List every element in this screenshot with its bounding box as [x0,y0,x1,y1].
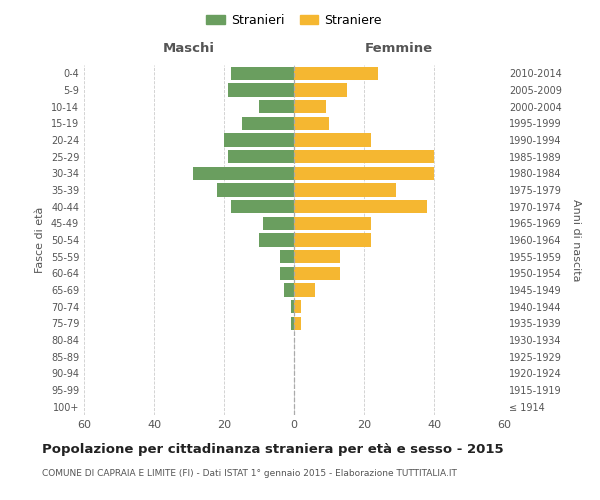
Text: Femmine: Femmine [365,42,433,55]
Bar [294,234,371,246]
Text: COMUNE DI CAPRAIA E LIMITE (FI) - Dati ISTAT 1° gennaio 2015 - Elaborazione TUTT: COMUNE DI CAPRAIA E LIMITE (FI) - Dati I… [42,469,457,478]
Bar [231,66,294,80]
Bar [294,100,325,114]
Bar [241,116,294,130]
Bar [294,116,329,130]
Bar [294,184,395,196]
Bar [294,200,427,213]
Bar [294,300,301,314]
Bar [294,134,371,146]
Bar [193,166,294,180]
Bar [294,284,315,296]
Bar [227,150,294,164]
Y-axis label: Fasce di età: Fasce di età [35,207,45,273]
Bar [231,200,294,213]
Bar [294,166,434,180]
Text: Maschi: Maschi [163,42,215,55]
Bar [284,284,294,296]
Bar [294,66,378,80]
Bar [259,100,294,114]
Bar [294,316,301,330]
Bar [227,84,294,96]
Bar [290,316,294,330]
Bar [290,300,294,314]
Bar [259,234,294,246]
Bar [294,216,371,230]
Bar [294,150,434,164]
Bar [294,266,340,280]
Bar [294,84,347,96]
Bar [280,266,294,280]
Bar [224,134,294,146]
Bar [294,250,340,264]
Y-axis label: Anni di nascita: Anni di nascita [571,198,581,281]
Text: Popolazione per cittadinanza straniera per età e sesso - 2015: Popolazione per cittadinanza straniera p… [42,442,503,456]
Bar [217,184,294,196]
Legend: Stranieri, Straniere: Stranieri, Straniere [201,8,387,32]
Bar [263,216,294,230]
Bar [280,250,294,264]
